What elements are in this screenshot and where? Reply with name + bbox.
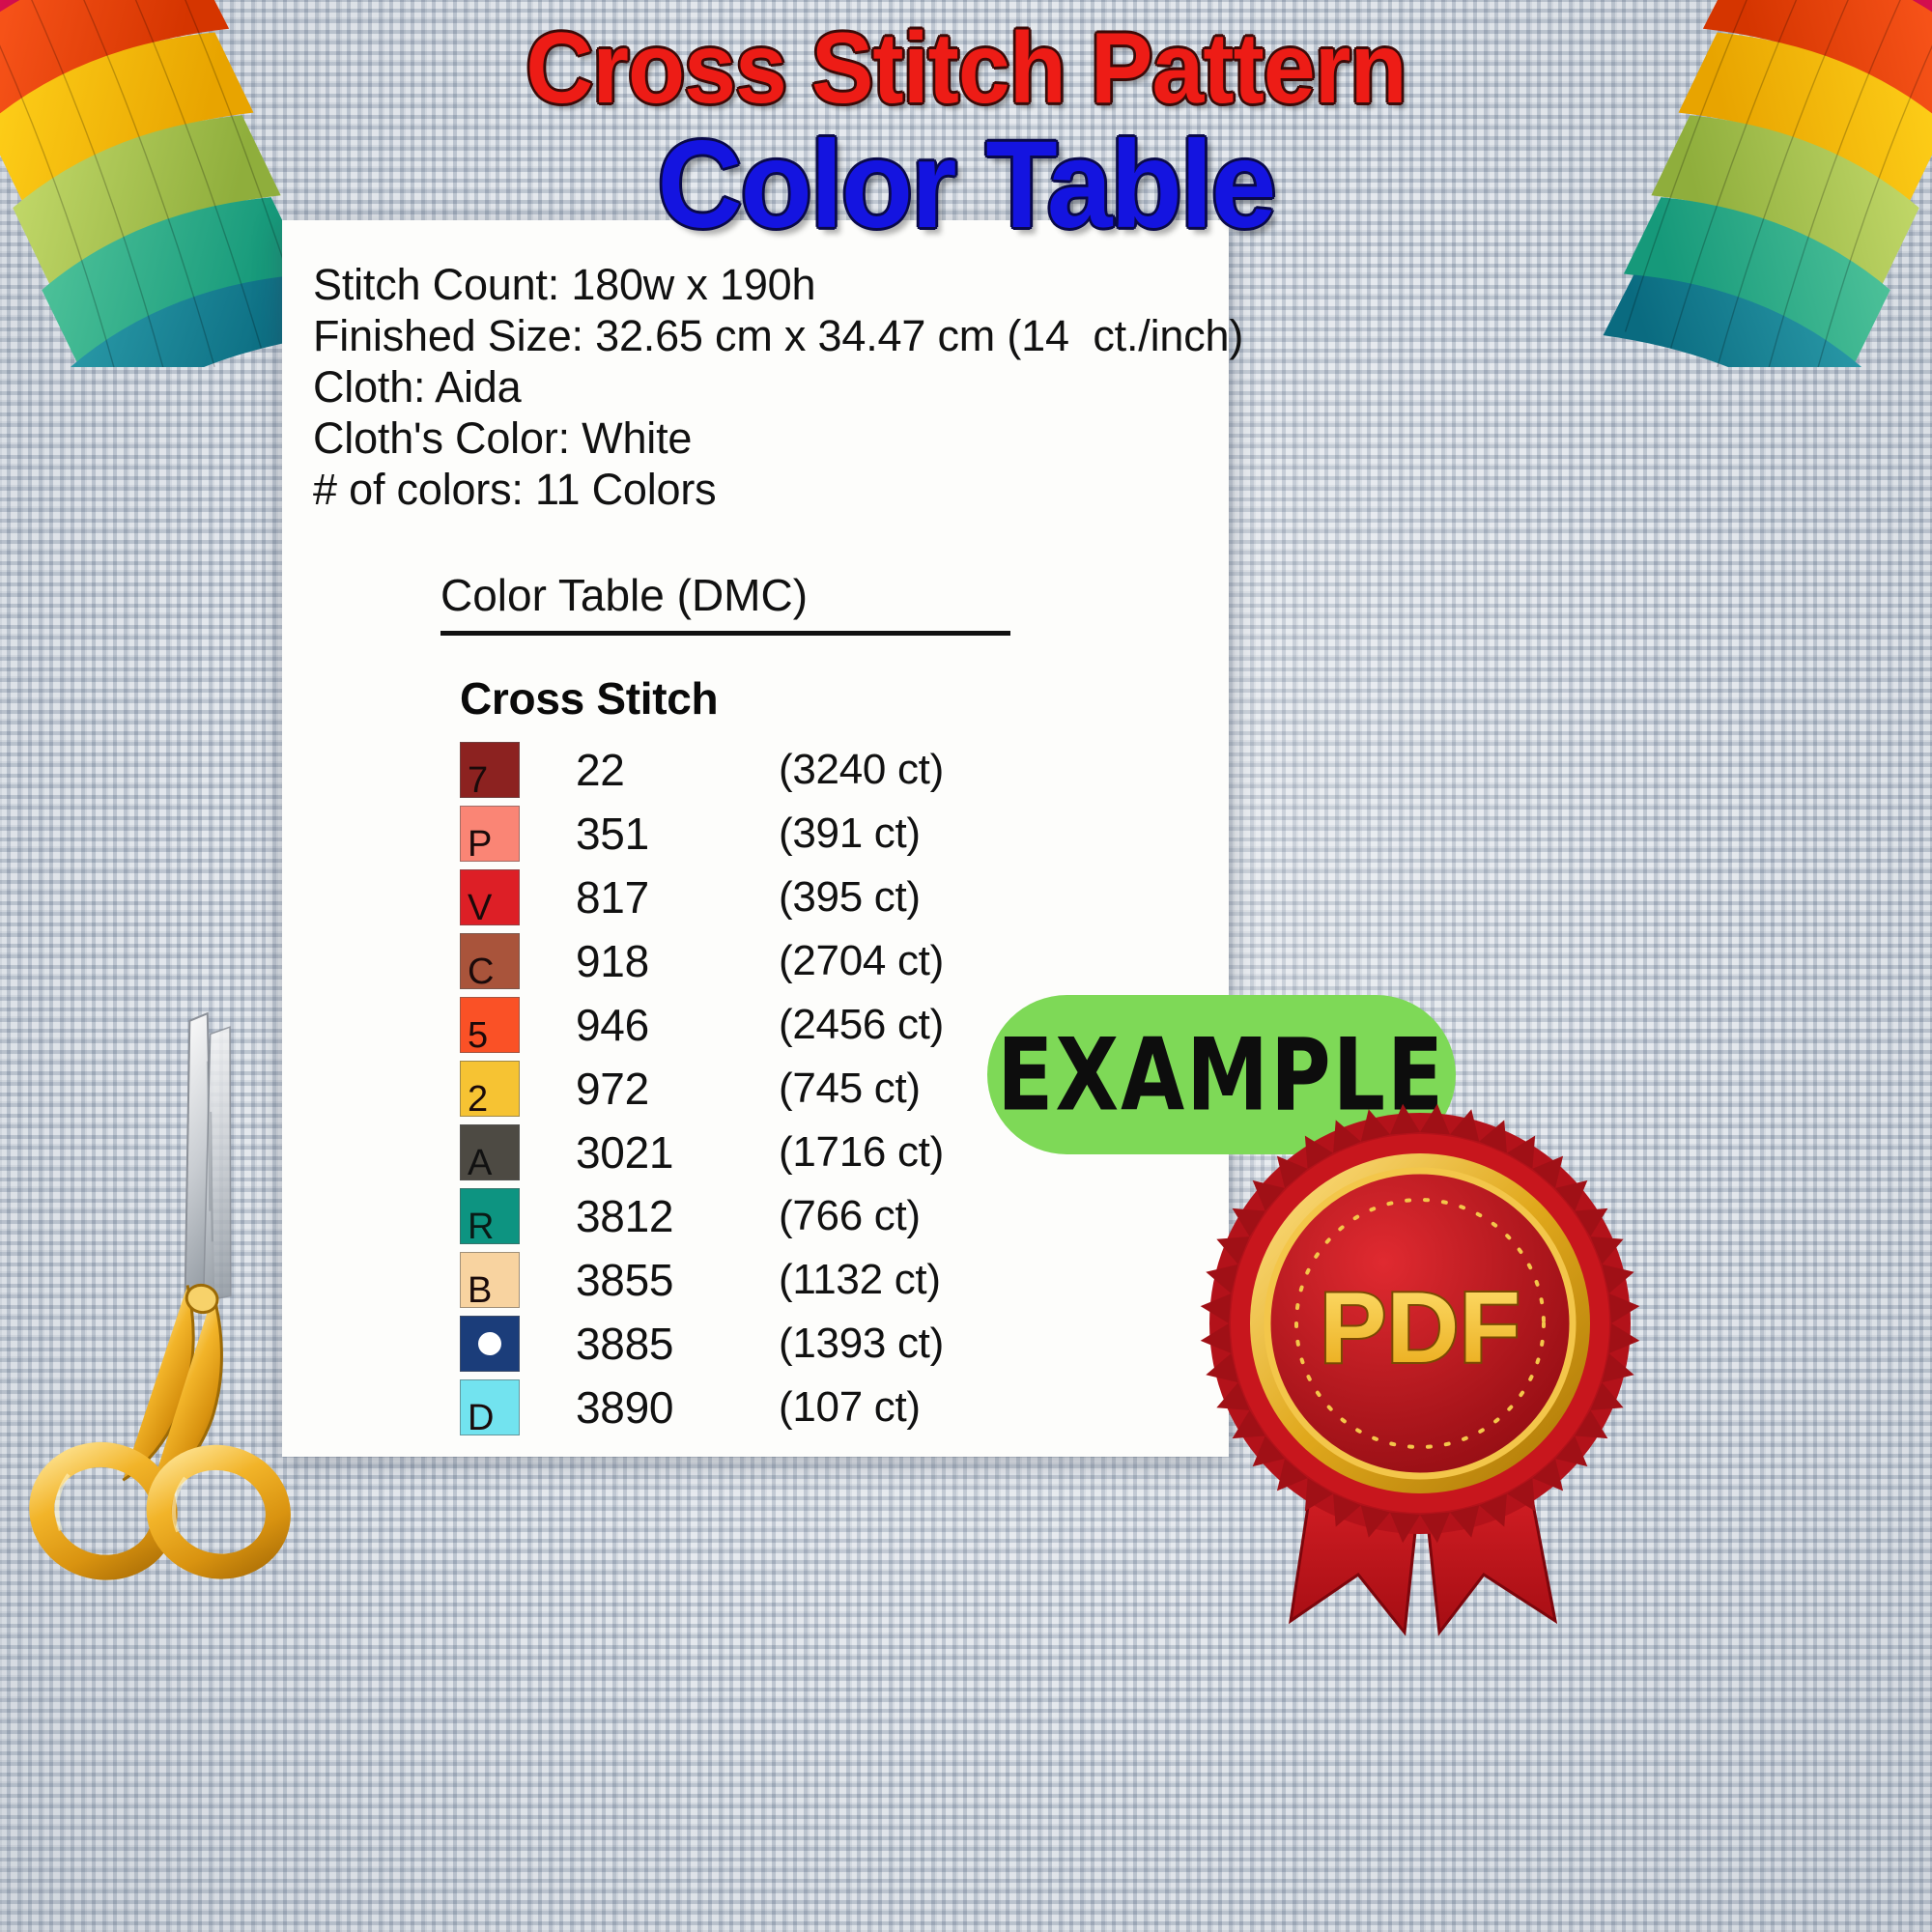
color-swatch: D xyxy=(460,1379,520,1439)
color-row: 7 22 (3240 ct) xyxy=(460,738,1229,802)
color-row: A 3021 (1716 ct) xyxy=(460,1121,1229,1184)
dmc-number: 972 xyxy=(576,1064,649,1115)
pattern-info-card: Stitch Count: 180w x 190h Finished Size:… xyxy=(282,220,1244,1457)
info-cloth: Cloth: Aida xyxy=(313,362,522,412)
cross-stitch-section-label: Cross Stitch xyxy=(460,673,719,724)
page-title-block: Cross Stitch Pattern Color Table xyxy=(0,17,1932,247)
color-swatch: A xyxy=(460,1124,520,1184)
stitch-count-value: (2704 ct) xyxy=(779,937,944,985)
info-number-of-colors: # of colors: 11 Colors xyxy=(313,465,717,515)
color-row: 5 946 (2456 ct) xyxy=(460,993,1229,1057)
info-finished-size: Finished Size: 32.65 cm x 34.47 cm (14 c… xyxy=(313,311,1244,361)
swatch-symbol: B xyxy=(468,1270,493,1312)
dmc-number: 3890 xyxy=(576,1382,674,1434)
color-swatch: 5 xyxy=(460,997,520,1057)
page-subtitle: Color Table xyxy=(657,116,1277,255)
swatch-symbol: 7 xyxy=(468,760,489,802)
stitch-count-value: (1716 ct) xyxy=(779,1128,944,1177)
color-swatch: 7 xyxy=(460,742,520,802)
dmc-number: 3885 xyxy=(576,1319,674,1370)
dmc-number: 22 xyxy=(576,745,625,796)
dmc-number: 817 xyxy=(576,872,649,923)
color-swatch: B xyxy=(460,1252,520,1312)
stitch-count-value: (1132 ct) xyxy=(779,1256,941,1304)
color-row: 2 972 (745 ct) xyxy=(460,1057,1229,1121)
swatch-symbol: A xyxy=(468,1143,493,1184)
swatch-symbol: V xyxy=(468,888,493,929)
stitch-count-value: (745 ct) xyxy=(779,1065,921,1113)
pdf-seal: PDF xyxy=(1177,1099,1679,1640)
stitch-count-value: (3240 ct) xyxy=(779,746,944,794)
color-table-heading-wrap: Color Table (DMC) xyxy=(313,569,1229,637)
dmc-number: 351 xyxy=(576,809,649,860)
color-table-heading: Color Table (DMC) xyxy=(440,569,1011,637)
dmc-number: 3812 xyxy=(576,1191,674,1242)
color-swatch: R xyxy=(460,1188,520,1248)
color-row: P 351 (391 ct) xyxy=(460,802,1229,866)
dmc-number: 3021 xyxy=(576,1127,674,1179)
swatch-dot-symbol xyxy=(478,1332,501,1356)
page-title: Cross Stitch Pattern xyxy=(526,13,1406,125)
swatch-symbol: P xyxy=(468,824,493,866)
stitch-count-value: (391 ct) xyxy=(779,810,921,858)
swatch-symbol: 2 xyxy=(468,1079,489,1121)
color-swatch: 2 xyxy=(460,1061,520,1121)
color-swatch: V xyxy=(460,869,520,929)
swatch-symbol: D xyxy=(468,1398,495,1439)
dmc-number: 946 xyxy=(576,1000,649,1051)
swatch-symbol: 5 xyxy=(468,1015,489,1057)
swatch-symbol: R xyxy=(468,1207,495,1248)
dmc-number: 3855 xyxy=(576,1255,674,1306)
swatch-symbol: C xyxy=(468,952,495,993)
stitch-count-value: (2456 ct) xyxy=(779,1001,944,1049)
pdf-seal-label: PDF xyxy=(1320,1272,1520,1384)
stitch-count-value: (395 ct) xyxy=(779,873,921,922)
color-swatch: P xyxy=(460,806,520,866)
color-row: C 918 (2704 ct) xyxy=(460,929,1229,993)
color-row: R 3812 (766 ct) xyxy=(460,1184,1229,1248)
info-stitch-count: Stitch Count: 180w x 190h xyxy=(313,260,816,309)
stitch-count-value: (107 ct) xyxy=(779,1383,921,1432)
color-row: D 3890 (107 ct) xyxy=(460,1376,1229,1439)
color-row: V 817 (395 ct) xyxy=(460,866,1229,929)
stitch-count-value: (1393 ct) xyxy=(779,1320,944,1368)
color-table-rows: 7 22 (3240 ct) P 351 (391 ct) V 817 (395 ct) C 918… xyxy=(313,738,1229,1439)
info-cloth-color: Cloth's Color: White xyxy=(313,413,693,464)
color-row: B 3855 (1132 ct) xyxy=(460,1248,1229,1312)
dmc-number: 918 xyxy=(576,936,649,987)
color-swatch: C xyxy=(460,933,520,993)
embroidery-scissors xyxy=(19,1005,425,1628)
color-swatch xyxy=(460,1316,520,1373)
color-row: 3885 (1393 ct) xyxy=(460,1312,1229,1376)
stitch-count-value: (766 ct) xyxy=(779,1192,921,1240)
floss-skein-right xyxy=(1555,0,1932,428)
